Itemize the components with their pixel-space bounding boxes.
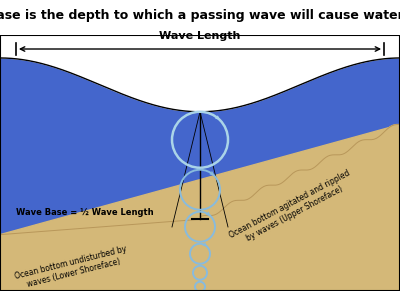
Polygon shape <box>0 125 400 291</box>
Polygon shape <box>200 125 400 291</box>
Text: Ocean bottom agitated and rippled
by waves (Upper Shoreface): Ocean bottom agitated and rippled by wav… <box>228 169 356 249</box>
Text: Wave Length: Wave Length <box>159 31 241 41</box>
Text: Ocean bottom undisturbed by
waves (Lower Shoreface): Ocean bottom undisturbed by waves (Lower… <box>14 245 130 291</box>
Text: Wave Base = ½ Wave Length: Wave Base = ½ Wave Length <box>16 208 154 217</box>
Text: Wave Base is the depth to which a passing wave will cause water motion: Wave Base is the depth to which a passin… <box>0 9 400 22</box>
